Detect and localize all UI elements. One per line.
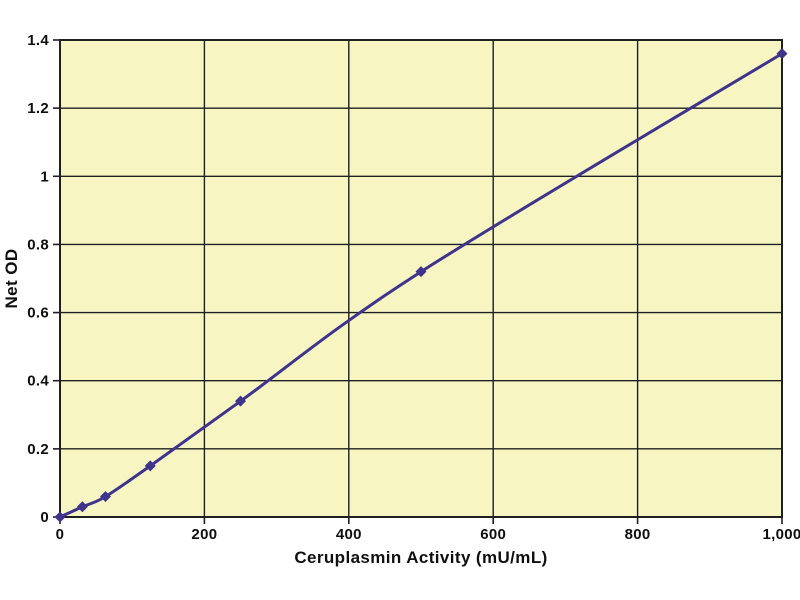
x-tick-label: 200 <box>191 526 217 543</box>
x-tick-labels: 0 200 400 600 800 1,000 <box>56 526 800 543</box>
y-tick-label: 1.2 <box>27 100 49 117</box>
y-tick-label: 0 <box>40 509 49 526</box>
y-tick-label: 1 <box>40 168 49 185</box>
series-markers <box>54 48 788 523</box>
x-tick-label: 800 <box>625 526 651 543</box>
y-tick-label: 0.2 <box>27 441 49 458</box>
series-line <box>59 52 783 519</box>
data-point-marker <box>415 266 427 278</box>
plot-border <box>59 39 783 518</box>
data-point-marker <box>54 511 66 523</box>
plot-background <box>60 40 782 517</box>
x-tick-label: 600 <box>480 526 506 543</box>
data-point-marker <box>76 501 88 513</box>
x-axis-title: Ceruplasmin Activity (mU/mL) <box>294 548 547 567</box>
y-tick-label: 0.4 <box>27 373 49 390</box>
y-tick-label: 1.4 <box>27 32 49 49</box>
x-tick-label: 400 <box>336 526 362 543</box>
data-point-marker <box>776 48 788 60</box>
y-axis-title: Net OD <box>2 248 21 308</box>
y-tick-labels: 0 0.2 0.4 0.6 0.8 1 1.2 1.4 <box>27 32 49 526</box>
data-point-marker <box>99 491 111 503</box>
y-tick-label: 0.6 <box>27 305 49 322</box>
x-tick-label: 1,000 <box>762 526 800 543</box>
y-tick-label: 0.8 <box>27 236 49 253</box>
axis-tick-marks <box>53 39 783 524</box>
data-point-marker <box>235 395 246 407</box>
x-tick-label: 0 <box>56 526 65 543</box>
data-point-marker <box>144 460 156 472</box>
